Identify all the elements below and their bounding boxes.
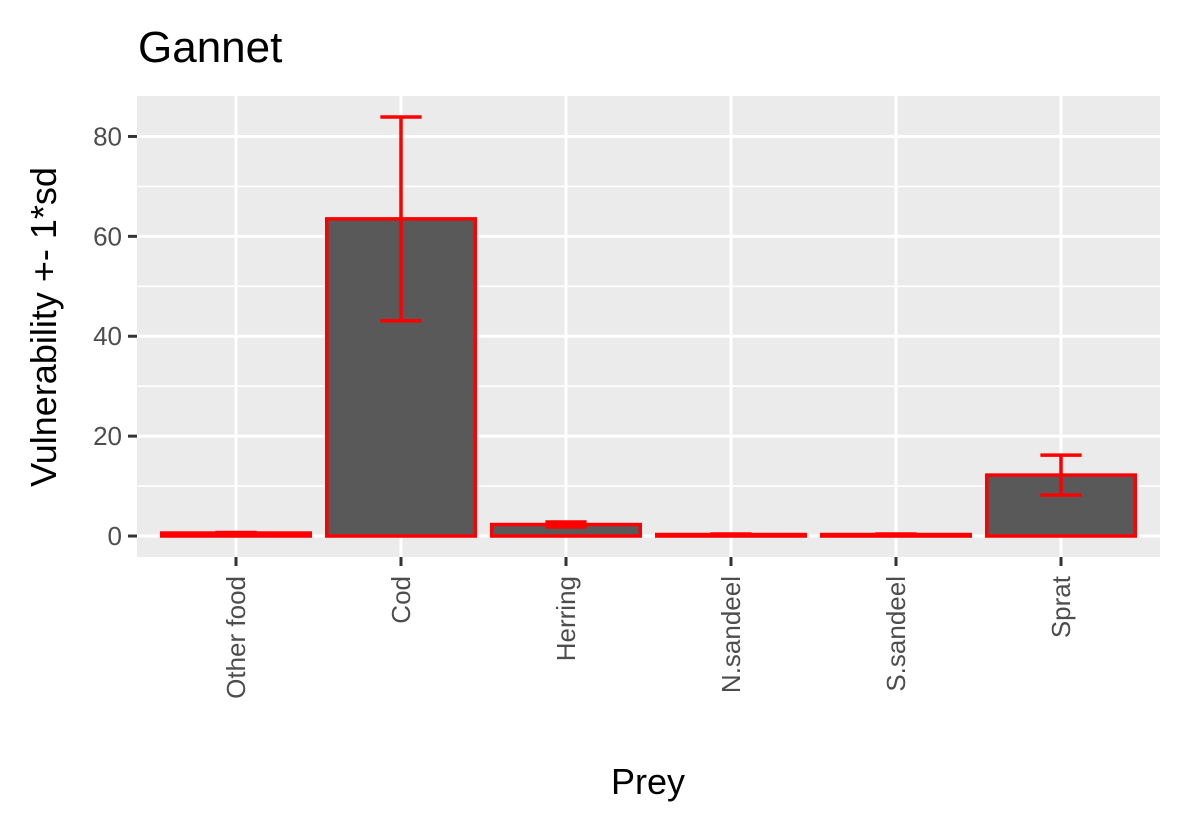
y-tick-label: 80 xyxy=(93,121,122,151)
error-bar xyxy=(1040,453,1082,497)
error-bar xyxy=(545,520,587,529)
y-tick-label: 40 xyxy=(93,321,122,351)
y-axis: 0 20 40 60 80 xyxy=(93,121,137,551)
error-bar xyxy=(710,532,752,537)
error-bar xyxy=(875,532,917,537)
x-tick-label: Cod xyxy=(386,576,416,624)
x-tick-label: N.sandeel xyxy=(716,576,746,693)
error-bars xyxy=(215,115,1082,537)
y-axis-title: Vulnerability +- 1*sd xyxy=(23,167,64,487)
x-axis: Other food Cod Herring N.sandeel S.sandeel Sp… xyxy=(221,557,1076,699)
x-axis-title: Prey xyxy=(611,761,685,802)
y-tick-label: 20 xyxy=(93,421,122,451)
chart-title: Gannet xyxy=(138,23,282,72)
x-tick-label: Herring xyxy=(551,576,581,661)
error-bar xyxy=(215,530,257,536)
x-tick-label: Sprat xyxy=(1046,575,1076,638)
y-tick-label: 0 xyxy=(108,521,122,551)
y-tick-label: 60 xyxy=(93,221,122,251)
x-tick-label: Other food xyxy=(221,576,251,699)
error-bar xyxy=(380,115,422,323)
x-tick-label: S.sandeel xyxy=(881,576,911,692)
